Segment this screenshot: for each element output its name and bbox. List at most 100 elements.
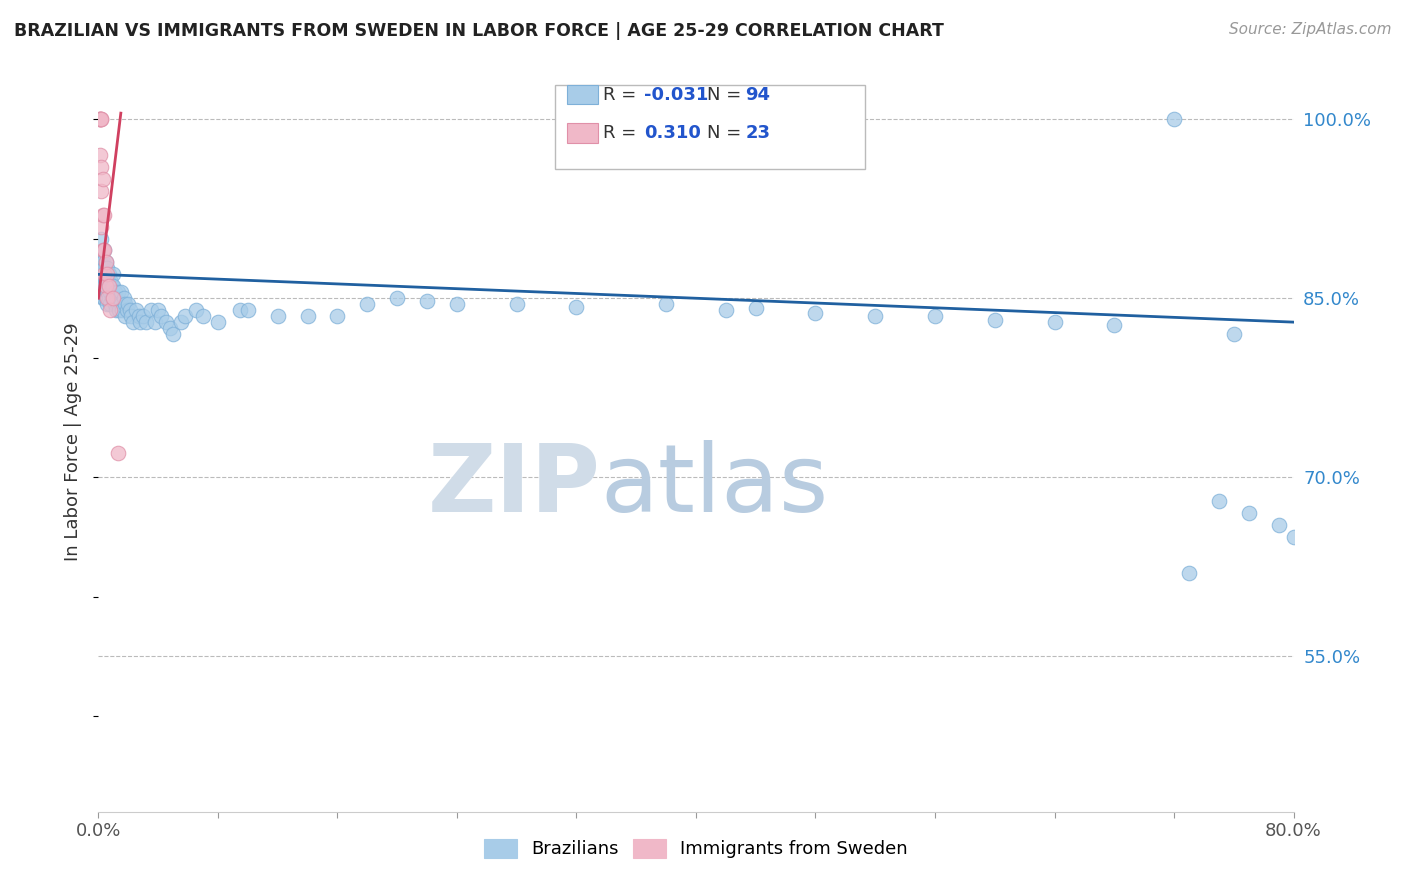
Point — [155, 315, 177, 329]
Point — [114, 309, 136, 323]
Point — [90, 160, 112, 174]
Point — [91, 244, 114, 258]
Point — [1282, 530, 1305, 544]
Point — [267, 309, 290, 323]
Point — [96, 268, 118, 282]
Point — [1104, 318, 1126, 332]
Point — [96, 291, 118, 305]
Text: -0.031: -0.031 — [644, 86, 709, 103]
Point — [94, 268, 117, 282]
Point — [121, 315, 143, 329]
Text: R =: R = — [603, 86, 643, 103]
Point — [105, 303, 128, 318]
Point — [120, 309, 142, 323]
Text: 94: 94 — [745, 86, 770, 103]
Point — [446, 297, 468, 311]
Point — [1208, 494, 1230, 508]
Point — [416, 293, 439, 308]
Point — [91, 279, 114, 293]
Point — [94, 279, 117, 293]
Point — [91, 268, 114, 282]
Point — [91, 208, 114, 222]
Point — [96, 273, 118, 287]
Point — [236, 303, 259, 318]
Legend: Brazilians, Immigrants from Sweden: Brazilians, Immigrants from Sweden — [477, 832, 915, 865]
Text: 23: 23 — [745, 124, 770, 142]
Point — [94, 255, 117, 269]
Point — [129, 315, 152, 329]
Point — [89, 112, 111, 127]
Point — [385, 291, 409, 305]
Point — [297, 309, 319, 323]
Text: BRAZILIAN VS IMMIGRANTS FROM SWEDEN IN LABOR FORCE | AGE 25-29 CORRELATION CHART: BRAZILIAN VS IMMIGRANTS FROM SWEDEN IN L… — [14, 22, 943, 40]
Point — [101, 279, 124, 293]
Point — [1043, 315, 1066, 329]
Point — [326, 309, 349, 323]
Point — [924, 309, 946, 323]
Point — [93, 244, 115, 258]
Point — [93, 244, 115, 258]
Text: atlas: atlas — [600, 440, 828, 532]
Point — [93, 291, 115, 305]
Text: N =: N = — [707, 86, 747, 103]
Point — [101, 291, 124, 305]
Point — [112, 291, 135, 305]
Point — [91, 291, 114, 305]
Point — [97, 279, 120, 293]
Point — [105, 291, 128, 305]
Point — [96, 261, 118, 276]
Point — [96, 285, 118, 300]
Point — [93, 261, 115, 276]
Text: N =: N = — [707, 124, 747, 142]
Point — [91, 171, 114, 186]
Point — [93, 268, 115, 282]
Point — [506, 297, 529, 311]
Point — [111, 303, 134, 318]
Point — [162, 327, 184, 342]
Point — [90, 112, 112, 127]
Point — [1237, 506, 1260, 520]
Point — [110, 285, 132, 300]
Point — [984, 312, 1007, 326]
Point — [125, 303, 148, 318]
Point — [89, 112, 111, 127]
Point — [108, 303, 131, 318]
Text: Source: ZipAtlas.com: Source: ZipAtlas.com — [1229, 22, 1392, 37]
Point — [159, 321, 181, 335]
Point — [804, 305, 827, 319]
Point — [96, 297, 118, 311]
Point — [143, 315, 166, 329]
Point — [89, 255, 111, 269]
Point — [90, 112, 112, 127]
Point — [207, 315, 229, 329]
Text: ZIP: ZIP — [427, 440, 600, 532]
Point — [97, 291, 120, 305]
Point — [89, 148, 111, 162]
Point — [98, 303, 122, 318]
Point — [118, 303, 141, 318]
Point — [150, 309, 173, 323]
Point — [90, 255, 112, 269]
Point — [174, 309, 197, 323]
Text: R =: R = — [603, 124, 643, 142]
Point — [135, 315, 157, 329]
Point — [1267, 518, 1289, 533]
Point — [117, 297, 139, 311]
Point — [115, 303, 138, 318]
Point — [169, 315, 191, 329]
Point — [90, 219, 112, 234]
Point — [98, 273, 122, 287]
Point — [107, 297, 129, 311]
Point — [110, 297, 132, 311]
Point — [132, 309, 155, 323]
Point — [191, 309, 214, 323]
Point — [1178, 566, 1201, 580]
Point — [90, 231, 112, 245]
Point — [89, 268, 111, 282]
Point — [89, 112, 111, 127]
Point — [103, 291, 125, 305]
Point — [107, 285, 129, 300]
Point — [229, 303, 252, 318]
Point — [1163, 112, 1185, 127]
Y-axis label: In Labor Force | Age 25-29: In Labor Force | Age 25-29 — [65, 322, 83, 561]
